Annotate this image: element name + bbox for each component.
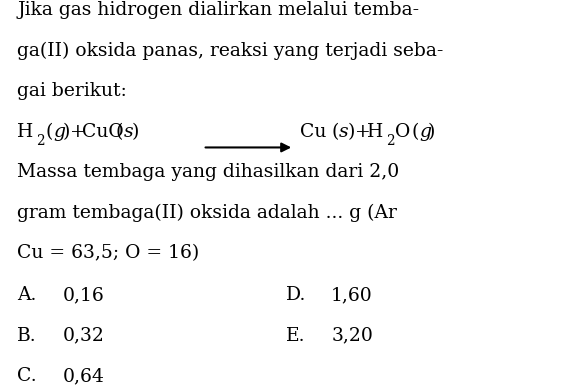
Text: 3,20: 3,20 — [331, 327, 373, 345]
Text: g: g — [54, 123, 66, 141]
Text: H: H — [367, 123, 383, 141]
Text: B.: B. — [17, 327, 37, 345]
Text: 0,64: 0,64 — [63, 367, 104, 385]
Text: O: O — [395, 123, 411, 141]
Text: E.: E. — [286, 327, 305, 345]
Text: H: H — [17, 123, 33, 141]
Text: 0,16: 0,16 — [63, 286, 104, 305]
Text: ): ) — [62, 123, 70, 141]
Text: (: ( — [46, 123, 53, 141]
Text: gram tembaga(II) oksida adalah ... g (Ar: gram tembaga(II) oksida adalah ... g (Ar — [17, 203, 397, 221]
Text: D.: D. — [286, 286, 306, 305]
Text: s: s — [339, 123, 349, 141]
Text: Massa tembaga yang dihasilkan dari 2,0: Massa tembaga yang dihasilkan dari 2,0 — [17, 163, 399, 181]
Text: 2: 2 — [386, 134, 395, 148]
Text: ): ) — [131, 123, 139, 141]
Text: ): ) — [348, 123, 355, 141]
Text: Jika gas hidrogen dialirkan melalui temba-: Jika gas hidrogen dialirkan melalui temb… — [17, 2, 419, 19]
Text: C.: C. — [17, 367, 37, 385]
Text: (: ( — [332, 123, 339, 141]
Text: 0,32: 0,32 — [63, 327, 104, 345]
Text: s: s — [123, 123, 133, 141]
Text: (: ( — [412, 123, 419, 141]
Text: (: ( — [115, 123, 123, 141]
Text: Cu = 63,5; O = 16): Cu = 63,5; O = 16) — [17, 244, 199, 262]
Text: 1,60: 1,60 — [331, 286, 373, 305]
Text: 2: 2 — [36, 134, 45, 148]
Text: A.: A. — [17, 286, 37, 305]
Text: gai berikut:: gai berikut: — [17, 82, 127, 100]
Text: ): ) — [428, 123, 435, 141]
Text: ga(II) oksida panas, reaksi yang terjadi seba-: ga(II) oksida panas, reaksi yang terjadi… — [17, 42, 444, 60]
Text: +: + — [355, 123, 371, 141]
Text: Cu: Cu — [300, 123, 326, 141]
Text: +: + — [70, 123, 86, 141]
Text: CuO: CuO — [82, 123, 123, 141]
Text: g: g — [420, 123, 432, 141]
